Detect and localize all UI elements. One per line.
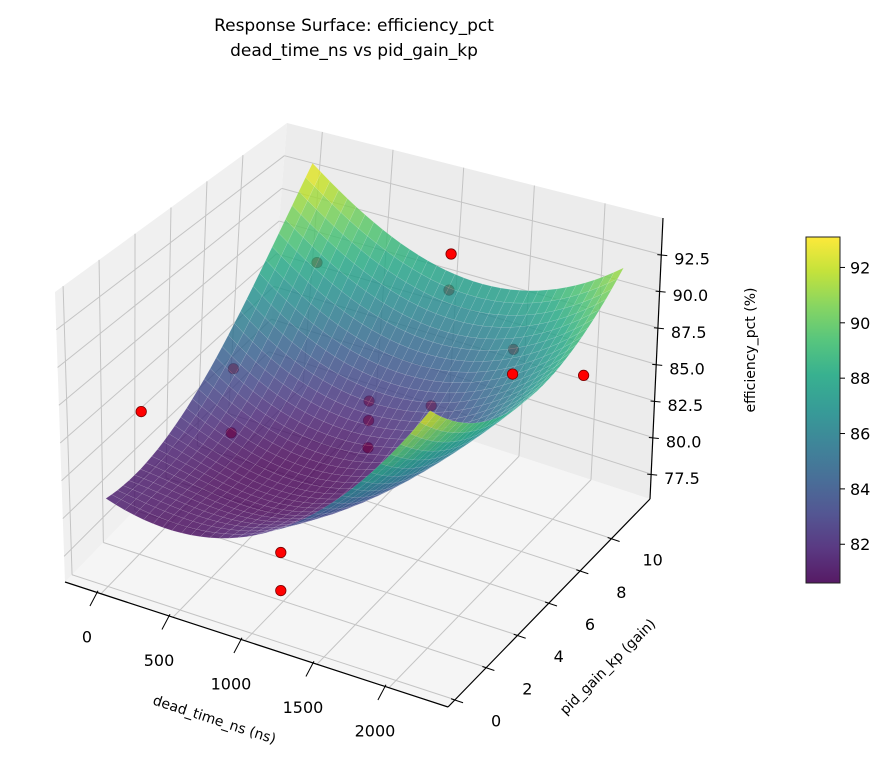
surface-facet (607, 267, 625, 284)
x-tick-mark (161, 614, 171, 630)
colorbar-tick-label: 84 (850, 480, 870, 499)
surface-facet (532, 380, 548, 394)
floor-gridline-y (103, 542, 487, 668)
z-tick-label: 80.0 (666, 433, 702, 452)
y-axis-title: pid_gain_kp (gain) (557, 616, 659, 718)
y-tick-label: 10 (642, 551, 662, 570)
z-tick-mark (657, 254, 668, 257)
y-tick-mark (544, 601, 558, 607)
surface-facet (492, 412, 509, 425)
colorbar-tick-label: 88 (850, 369, 870, 388)
z-tick-mark (655, 290, 666, 293)
axes: 0 500 1000 1500 2000 0 2 4 6 8 10 77.5 80.0 82.5 85.0 8… (64, 217, 710, 741)
y-tick-label: 2 (522, 679, 532, 698)
colorbar: 82 84 86 88 90 92 (805, 236, 870, 584)
x-tick-mark (305, 661, 315, 677)
z-axis-line (649, 217, 664, 500)
y-tick-mark (482, 666, 495, 671)
scatter-points-front (135, 248, 590, 597)
surface-facet (442, 420, 459, 433)
x-tick-mark (89, 590, 99, 607)
surface-facet (549, 360, 565, 375)
back-gridline-z (284, 155, 662, 256)
x-tick-mark (377, 684, 387, 701)
x-axis-title: dead_time_ns (ns) (151, 693, 278, 748)
y-tick-label: 6 (585, 615, 595, 634)
y-tick-mark (576, 569, 589, 575)
left-wall-pane (55, 123, 287, 582)
data-point (577, 369, 590, 381)
left-gridline-y (165, 207, 172, 479)
surface-facet (503, 405, 520, 418)
y-tick-mark (450, 698, 464, 704)
z-tick-label: 92.5 (674, 250, 710, 269)
x-tick-label: 2000 (355, 722, 396, 741)
data-point (506, 368, 519, 380)
data-point (275, 584, 287, 597)
y-tick-label: 8 (616, 583, 626, 602)
colorbar-gradient (805, 236, 841, 584)
colorbar-tick-label: 86 (850, 425, 870, 444)
surface-facet (555, 352, 571, 367)
surface-facet (425, 413, 442, 428)
x-tick-label: 1500 (283, 698, 324, 717)
y-tick-mark (513, 633, 526, 639)
colorbar-tick-label: 90 (850, 314, 870, 333)
x-tick-label: 1000 (211, 675, 252, 694)
colorbar-tick-label: 92 (850, 258, 870, 277)
z-tick-mark (652, 363, 663, 366)
z-tick-mark (648, 437, 659, 440)
surface-facet (583, 308, 601, 325)
y-tick-label: 4 (554, 647, 564, 666)
data-point (445, 248, 457, 260)
back-gridline-x (590, 203, 606, 480)
data-point (135, 405, 147, 418)
x-tick-label: 0 (82, 628, 92, 647)
surface-facet (475, 419, 492, 431)
surface-facet (469, 421, 487, 432)
left-gridline-z (59, 253, 277, 444)
z-tick-mark (653, 327, 664, 330)
x-axis-line (64, 581, 449, 708)
floor-gridline-y (71, 574, 456, 701)
z-tick-label: 82.5 (668, 396, 704, 415)
left-gridline-z (55, 155, 285, 331)
surface-facet (498, 409, 514, 422)
z-tick-label: 87.5 (671, 323, 707, 342)
left-gridline-z (58, 220, 280, 406)
x-tick-label: 500 (144, 651, 175, 670)
chart-title-line-2: dead_time_ns vs pid_gain_kp (230, 41, 478, 61)
z-tick-label: 90.0 (673, 286, 709, 305)
data-point (275, 546, 287, 559)
surface-facet (436, 418, 453, 432)
surface-facet (578, 318, 595, 334)
surface-facet (572, 327, 589, 343)
surface-facet (419, 410, 436, 426)
z-tick-label: 77.5 (664, 469, 700, 488)
surface-facet (447, 421, 464, 433)
surface-facet (520, 391, 537, 405)
surface-facet (537, 373, 554, 388)
z-tick-label: 85.0 (669, 359, 705, 378)
left-gridline-y (98, 259, 104, 543)
x-tick-mark (233, 637, 243, 654)
z-tick-mark (647, 473, 658, 476)
surface-facet (560, 344, 577, 360)
y-tick-label: 0 (491, 712, 501, 731)
chart-title-line-1: Response Surface: efficiency_pct (214, 16, 494, 36)
colorbar-tick-label: 82 (850, 535, 870, 554)
z-tick-mark (650, 400, 661, 403)
y-tick-mark (607, 537, 620, 542)
response-surface (105, 162, 625, 539)
left-gridline-y (62, 286, 73, 575)
z-axis-title: efficiency_pct (%) (743, 288, 759, 413)
left-gridline-z (57, 187, 283, 368)
surface-facet (589, 299, 607, 316)
